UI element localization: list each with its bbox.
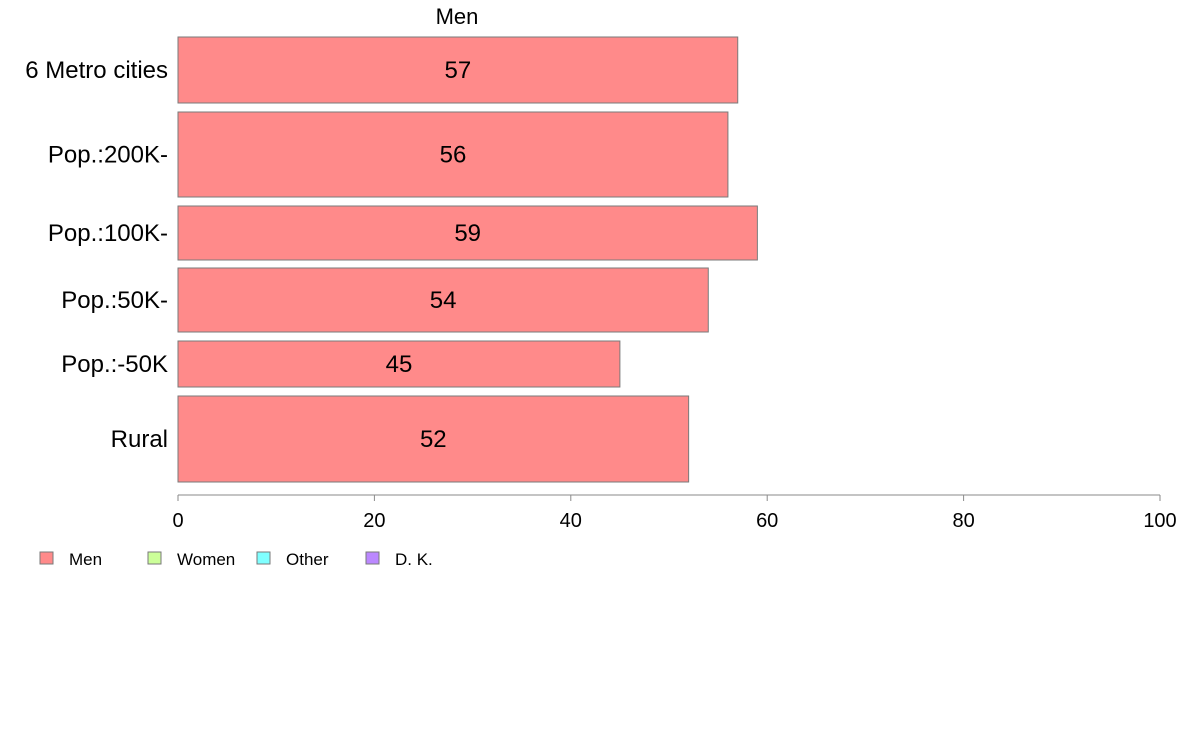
x-tick-label: 80: [952, 510, 974, 532]
legend-item: Other: [256, 550, 329, 569]
x-tick-label: 40: [560, 510, 582, 532]
bar: [177, 111, 729, 198]
legend-label: Other: [286, 550, 329, 569]
category-label: Pop.:200K-: [48, 142, 168, 169]
legend-swatch: [256, 551, 271, 565]
legend-label: Women: [177, 550, 235, 569]
bar: [177, 340, 621, 388]
x-tick-label: 60: [756, 510, 778, 532]
bar: [177, 205, 758, 261]
category-label: Pop.:-50K: [61, 351, 168, 378]
legend-label: D. K.: [395, 550, 433, 569]
legend-item: Men: [39, 550, 102, 569]
bars-layer: 6 Metro cities 57 Pop.:200K- 56 Pop.:100K- 59…: [25, 36, 758, 483]
legend-swatch: [39, 551, 54, 565]
legend-item: Women: [147, 550, 235, 569]
bar: [177, 395, 690, 483]
legend-swatch: [147, 551, 162, 565]
x-tick-label: 0: [172, 510, 183, 532]
data-label: 45: [386, 351, 413, 378]
x-tick-label: 20: [363, 510, 385, 532]
data-label: 57: [445, 57, 472, 84]
category-label: Rural: [111, 426, 168, 453]
x-tick-label: 100: [1143, 510, 1176, 532]
category-label: Pop.:50K-: [61, 287, 168, 314]
bar: [177, 267, 709, 333]
category-label: 6 Metro cities: [25, 57, 168, 84]
data-label: 59: [454, 220, 481, 247]
legend: Men Women Other D. K.: [39, 550, 433, 569]
legend-item: D. K.: [365, 550, 433, 569]
data-label: 56: [440, 142, 467, 169]
panel-title: Men: [436, 4, 479, 29]
bar: [177, 36, 739, 104]
legend-label: Men: [69, 550, 102, 569]
legend-swatch: [365, 551, 380, 565]
data-label: 52: [420, 426, 447, 453]
x-axis: 0 20 40 60 80 100: [172, 494, 1177, 532]
data-label: 54: [430, 287, 457, 314]
category-label: Pop.:100K-: [48, 220, 168, 247]
